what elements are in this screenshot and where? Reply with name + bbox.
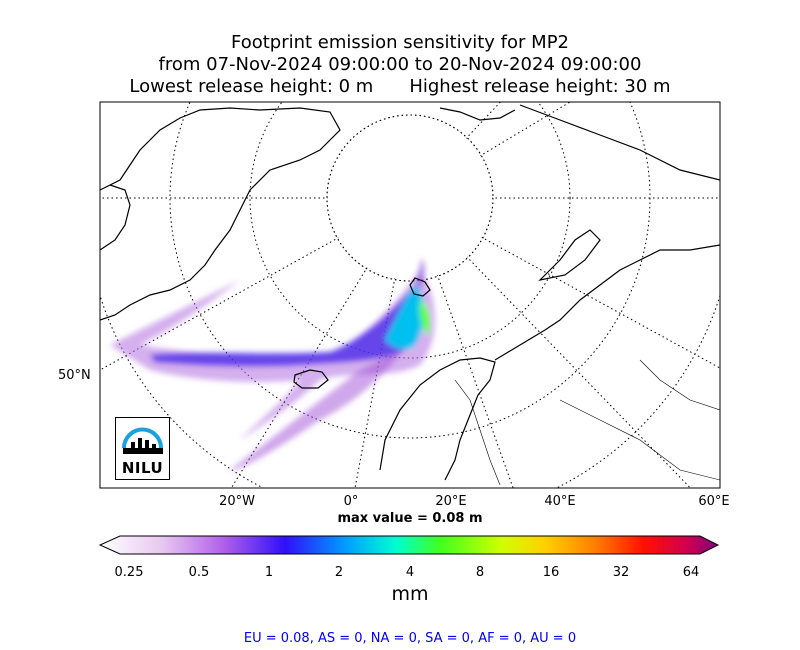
canada-arctic: [519, 104, 720, 181]
lowest-release-height: Lowest release height: 0 m: [129, 76, 374, 97]
nilu-logo-text: NILU: [121, 459, 164, 477]
coastlines: [100, 104, 720, 481]
greenland-coast: [100, 107, 341, 321]
plume-lower-streak: [230, 340, 410, 470]
colorbar-tick: 2: [334, 565, 344, 580]
svalbard-coast: [409, 277, 431, 297]
plume-core: [150, 285, 422, 367]
colorbar-tick: 0.25: [114, 565, 144, 580]
colorbar-tick: 8: [475, 565, 485, 580]
plume-max: [419, 300, 430, 335]
iceland-coast: [293, 369, 329, 389]
colorbar: [98, 535, 720, 555]
max-value: max value = 0.08 m: [337, 511, 483, 526]
date-range: from 07-Nov-2024 09:00:00 to 20-Nov-2024…: [158, 54, 642, 75]
lon-label-40e: 40°E: [544, 494, 576, 509]
colorbar-tick: 16: [542, 565, 560, 580]
lat-label-50n: 50°N: [58, 368, 91, 383]
figure-title: Footprint emission sensitivity for MP2: [230, 32, 569, 53]
plume-peak: [385, 285, 424, 350]
canada-islands: [439, 107, 516, 121]
lon-label-0: 0°: [343, 494, 359, 509]
colorbar-tick: 32: [612, 565, 630, 580]
plume-tail: [415, 258, 425, 290]
colorbar-tick: 4: [405, 565, 415, 580]
release-heights: Lowest release height: 0 m Highest releas…: [0, 76, 800, 98]
colorbar-body: [98, 535, 720, 555]
map-frame: [99, 101, 721, 489]
scandinavia-coast: [379, 357, 496, 481]
lon-label-20w: 20°W: [219, 494, 255, 509]
colorbar-tick: 0.5: [188, 565, 210, 580]
greenland-west: [100, 184, 131, 251]
plume-outer: [110, 270, 435, 440]
lon-label-60e: 60°E: [698, 494, 730, 509]
colorbar-tick: 64: [682, 565, 700, 580]
highest-release-height: Highest release height: 30 m: [409, 76, 671, 97]
country-borders: [454, 359, 720, 486]
latitude-circle: [249, 102, 571, 359]
lon-label-20e: 20°E: [435, 494, 467, 509]
colorbar-tick: 1: [264, 565, 274, 580]
nilu-logo: NILU: [115, 417, 170, 480]
russia-islands: [538, 229, 601, 281]
nilu-logo-graphic: [122, 427, 163, 454]
pole-circle: [326, 114, 494, 282]
russia-north-coast: [494, 244, 720, 361]
colorbar-units: mm: [391, 583, 429, 605]
region-values: EU = 0.08, AS = 0, NA = 0, SA = 0, AF = …: [243, 631, 577, 646]
footprint-plume: [110, 258, 435, 470]
